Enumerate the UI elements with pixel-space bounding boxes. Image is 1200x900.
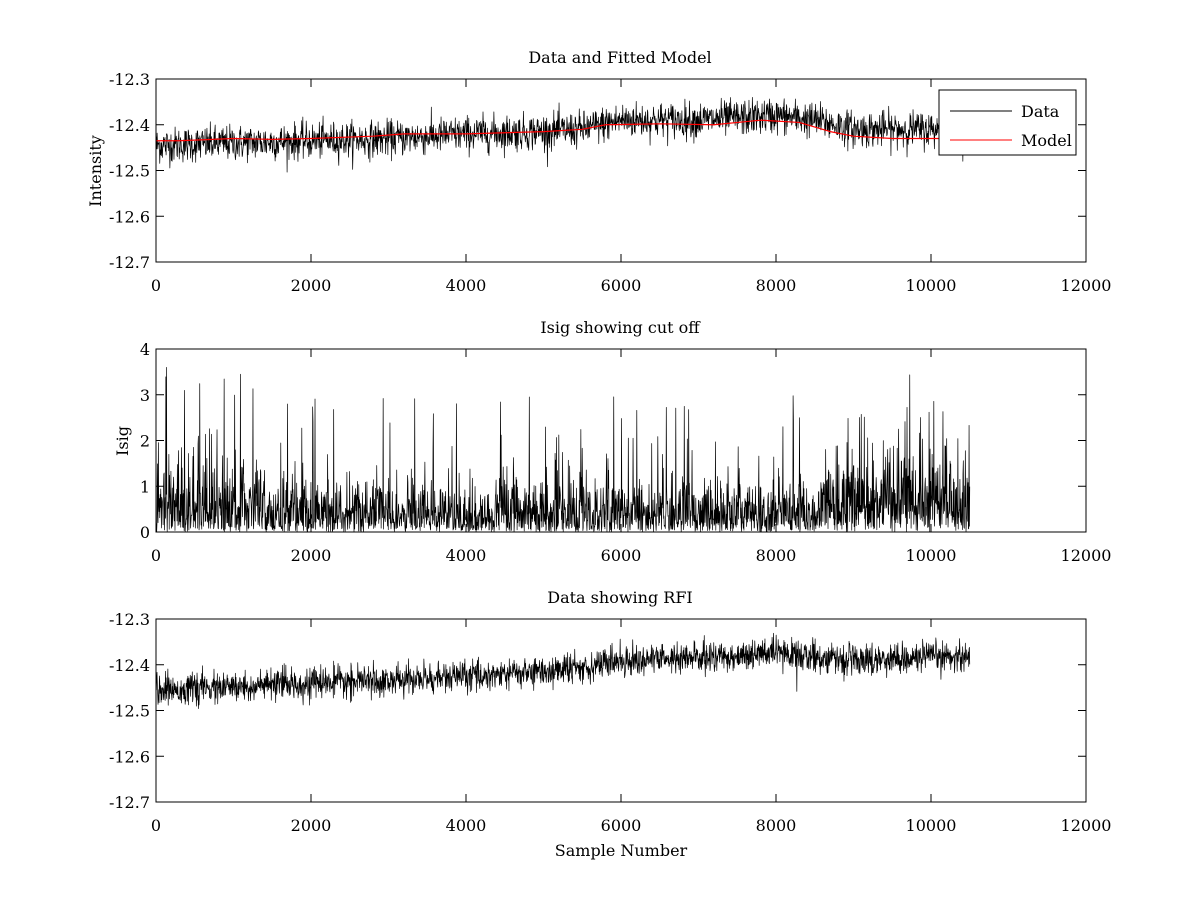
x-tick-label-1-6: 12000	[1061, 276, 1112, 295]
y-tick-label-3-1: -12.4	[109, 656, 150, 675]
plot-area-1: 0 2000 4000 6000 8000 10000 12000 -12.3 -12.4 -12…	[109, 70, 1111, 295]
x-tick-label-2-5: 10000	[906, 546, 957, 565]
x-tick-label-2-1: 2000	[291, 546, 332, 565]
y-tick-label-3-2: -12.5	[109, 702, 150, 721]
plot-title-3: Data showing RFI	[547, 588, 692, 607]
x-tick-label-3-6: 12000	[1061, 816, 1112, 835]
x-tick-label-1-3: 6000	[601, 276, 642, 295]
legend-label-model: Model	[1021, 131, 1072, 150]
y-tick-label-1-3: -12.6	[109, 207, 150, 226]
tick-layer-2: 0 2000 4000 6000 8000 10000 12000 4 3 2 1 0	[140, 340, 1112, 565]
x-tick-label-1-5: 10000	[906, 276, 957, 295]
x-tick-label-2-2: 4000	[446, 546, 487, 565]
model-trace-1	[156, 119, 970, 142]
legend: Data Model	[938, 89, 1077, 156]
x-tick-label-3-5: 10000	[906, 816, 957, 835]
y-tick-label-1-4: -12.7	[109, 253, 150, 272]
x-axis-label-3: Sample Number	[555, 841, 688, 860]
x-tick-label-3-0: 0	[151, 816, 161, 835]
x-tick-label-2-0: 0	[151, 546, 161, 565]
x-tick-label-3-1: 2000	[291, 816, 332, 835]
x-tick-label-1-1: 2000	[291, 276, 332, 295]
series-trace-2	[155, 367, 971, 533]
x-tick-label-2-4: 8000	[756, 546, 797, 565]
series-layer-1	[155, 97, 1056, 173]
x-tick-label-1-2: 4000	[446, 276, 487, 295]
plot-title-1: Data and Fitted Model	[528, 48, 711, 67]
tick-layer-3: 0 2000 4000 6000 8000 10000 12000 -12.3 -12.4 -12…	[109, 610, 1111, 835]
data-trace-1	[155, 97, 1056, 173]
subplot-isig-showing-cut-off: Isig showing cut off Isig 0 2000 4000 6000 8…	[113, 318, 1111, 565]
y-tick-label-3-4: -12.7	[109, 793, 150, 812]
tick-layer-1: 0 2000 4000 6000 8000 10000 12000 -12.3 -12.4 -12…	[109, 70, 1111, 295]
legend-box	[938, 89, 1077, 156]
legend-label-data: Data	[1021, 102, 1060, 121]
x-tick-label-1-0: 0	[151, 276, 161, 295]
y-tick-label-2-0: 4	[140, 340, 150, 359]
y-tick-label-2-4: 0	[140, 523, 150, 542]
y-tick-label-1-1: -12.4	[109, 116, 150, 135]
y-axis-label-2: Isig	[113, 426, 132, 456]
subplot-data-showing-rfi: Data showing RFI 0 2000 4000 6000 8000 10000 1…	[109, 588, 1111, 860]
plot-area-3: 0 2000 4000 6000 8000 10000 12000 -12.3 -12.4 -12…	[109, 610, 1111, 835]
y-tick-label-2-2: 2	[140, 432, 150, 451]
x-tick-label-2-3: 6000	[601, 546, 642, 565]
series-layer-3	[155, 632, 971, 709]
y-tick-label-1-0: -12.3	[109, 70, 150, 89]
series-trace-3	[155, 632, 971, 709]
y-tick-label-2-1: 3	[140, 386, 150, 405]
x-tick-label-3-3: 6000	[601, 816, 642, 835]
plot-title-2: Isig showing cut off	[540, 318, 701, 337]
y-axis-label-1: Intensity	[86, 135, 105, 207]
y-tick-label-3-3: -12.6	[109, 747, 150, 766]
x-tick-label-1-4: 8000	[756, 276, 797, 295]
subplot-data-and-fitted-model: Data and Fitted Model Intensity 0 2000 400…	[86, 48, 1111, 295]
y-tick-label-2-3: 1	[140, 477, 150, 496]
series-layer-2	[155, 367, 971, 533]
x-tick-label-2-6: 12000	[1061, 546, 1112, 565]
x-tick-label-3-4: 8000	[756, 816, 797, 835]
y-tick-label-1-2: -12.5	[109, 162, 150, 181]
y-tick-label-3-0: -12.3	[109, 610, 150, 629]
x-tick-label-3-2: 4000	[446, 816, 487, 835]
plot-area-2: 0 2000 4000 6000 8000 10000 12000 4 3 2 1 0	[140, 340, 1112, 565]
